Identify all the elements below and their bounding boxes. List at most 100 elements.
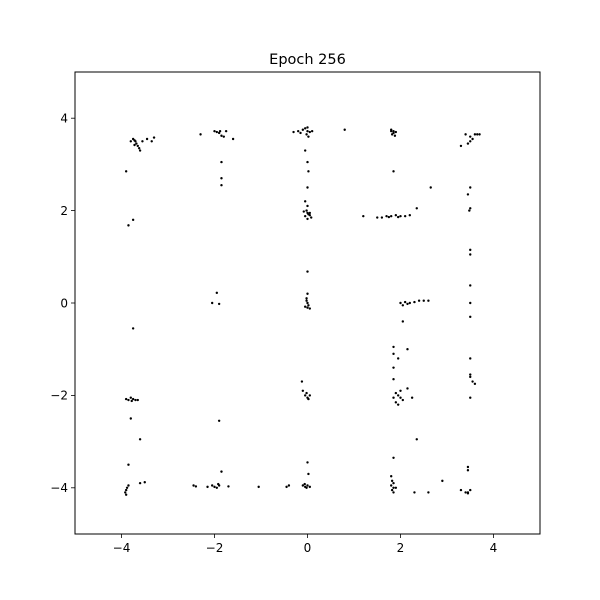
data-point xyxy=(476,133,479,136)
data-point xyxy=(306,484,309,487)
data-point xyxy=(466,469,470,472)
data-point xyxy=(392,378,395,381)
data-point xyxy=(441,479,444,483)
data-point xyxy=(213,485,216,489)
data-point xyxy=(466,193,470,196)
data-point xyxy=(394,130,398,134)
data-point xyxy=(138,438,142,441)
data-point xyxy=(399,301,402,305)
data-point xyxy=(469,135,472,138)
data-point xyxy=(129,417,132,420)
data-point xyxy=(307,304,310,307)
data-point xyxy=(305,486,308,489)
data-point xyxy=(308,394,312,397)
data-point xyxy=(307,135,310,138)
data-point xyxy=(299,131,302,135)
data-point xyxy=(394,486,398,489)
data-point xyxy=(410,396,414,399)
data-point xyxy=(217,482,220,486)
data-point xyxy=(210,301,214,305)
data-point xyxy=(135,142,138,145)
data-point xyxy=(303,214,307,218)
data-point xyxy=(150,140,153,143)
y-tick-label: 4 xyxy=(60,112,68,126)
data-point xyxy=(138,481,142,485)
data-point xyxy=(394,401,398,404)
data-point xyxy=(417,299,421,302)
data-point xyxy=(392,129,395,133)
data-point xyxy=(215,486,219,489)
data-point xyxy=(124,397,128,401)
y-tick-label: −4 xyxy=(50,481,68,495)
data-point xyxy=(292,130,295,134)
data-point xyxy=(302,210,305,213)
data-point xyxy=(399,214,402,218)
data-point xyxy=(306,217,309,221)
data-point xyxy=(218,129,222,133)
data-point xyxy=(224,129,228,133)
data-point xyxy=(429,186,432,189)
data-point xyxy=(466,491,470,494)
data-point xyxy=(469,375,472,379)
data-point xyxy=(215,130,219,134)
data-point xyxy=(469,396,472,399)
data-point xyxy=(306,270,309,273)
x-tick-label: 4 xyxy=(490,541,498,555)
data-point xyxy=(459,144,463,148)
data-point xyxy=(406,348,409,351)
data-point xyxy=(396,357,400,360)
data-point xyxy=(413,300,416,304)
data-point xyxy=(415,438,418,441)
data-point xyxy=(303,482,306,486)
data-point xyxy=(127,484,130,487)
data-point xyxy=(210,484,214,487)
data-point xyxy=(131,218,135,222)
data-point xyxy=(362,214,365,218)
y-tick-label: 2 xyxy=(60,204,68,218)
data-point xyxy=(396,215,400,219)
data-point xyxy=(469,140,472,143)
data-point xyxy=(297,129,300,133)
data-point xyxy=(303,127,307,130)
data-point xyxy=(125,486,129,489)
data-point xyxy=(390,129,393,133)
data-point xyxy=(220,160,223,164)
data-point xyxy=(220,183,223,187)
data-point xyxy=(390,488,394,492)
data-point xyxy=(206,485,209,489)
data-point xyxy=(194,485,198,488)
data-point xyxy=(145,137,149,141)
data-point xyxy=(127,224,130,227)
data-point xyxy=(390,484,393,487)
data-point xyxy=(308,130,312,134)
data-point xyxy=(217,302,221,306)
data-point xyxy=(473,133,477,136)
data-point xyxy=(471,137,474,141)
data-point xyxy=(392,456,395,459)
data-point xyxy=(306,129,309,133)
data-point xyxy=(393,134,397,137)
data-point xyxy=(406,302,409,306)
data-point xyxy=(469,253,472,256)
data-point xyxy=(469,207,472,210)
data-point xyxy=(392,345,395,349)
data-point xyxy=(127,398,130,402)
data-point xyxy=(308,307,312,310)
data-point xyxy=(307,472,310,476)
data-point xyxy=(469,301,472,305)
data-point xyxy=(380,216,384,219)
data-point xyxy=(213,129,216,133)
data-point xyxy=(392,366,395,369)
data-point xyxy=(192,484,195,487)
data-point xyxy=(408,214,411,217)
data-point xyxy=(390,475,393,478)
data-point xyxy=(306,292,309,295)
data-point xyxy=(399,389,402,392)
data-point xyxy=(396,403,400,406)
data-point xyxy=(390,479,394,483)
data-point xyxy=(138,149,142,152)
x-tick-label: 0 xyxy=(304,541,312,555)
data-point xyxy=(301,128,305,131)
data-point xyxy=(306,306,309,309)
